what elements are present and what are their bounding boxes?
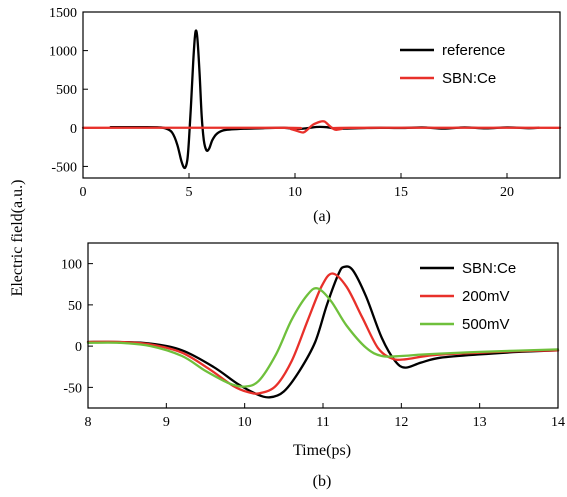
x-tick-label: 20 bbox=[500, 185, 514, 200]
x-tick-label: 9 bbox=[163, 415, 170, 430]
panel-b-ticks: 8 9 10 11 12 13 14 100 50 0 -50 bbox=[61, 258, 565, 430]
y-tick-label: 1000 bbox=[49, 45, 77, 60]
panel-a-frame bbox=[82, 11, 561, 179]
x-tick-label: 8 bbox=[85, 415, 92, 430]
series-line-500mv bbox=[86, 287, 560, 388]
x-tick-label: 10 bbox=[238, 415, 252, 430]
panel-a-legend: reference SBN:Ce bbox=[400, 42, 505, 87]
series-line-sbn-ce bbox=[86, 265, 560, 399]
x-tick-label: 13 bbox=[473, 415, 487, 430]
y-tick-label: -500 bbox=[51, 160, 77, 175]
y-tick-label: 0 bbox=[70, 122, 77, 137]
panel-a-series bbox=[81, 29, 562, 170]
x-tick-label: 0 bbox=[80, 185, 87, 200]
series-line-sbn-ce bbox=[81, 120, 562, 134]
x-tick-label: 15 bbox=[394, 185, 408, 200]
y-tick-label: 100 bbox=[61, 258, 82, 273]
legend-label: reference bbox=[442, 42, 505, 59]
y-tick-label: 0 bbox=[75, 340, 82, 355]
y-tick-label: 1500 bbox=[49, 6, 77, 21]
x-tick-label: 14 bbox=[551, 415, 565, 430]
panel-b-frame bbox=[87, 242, 559, 409]
x-tick-label: 10 bbox=[288, 185, 302, 200]
legend-label: 200mV bbox=[462, 288, 510, 305]
x-tick-label: 11 bbox=[316, 415, 329, 430]
panel-b-caption: (b) bbox=[313, 473, 332, 490]
panel-a-caption: (a) bbox=[313, 208, 331, 225]
panel-b-xlabel: Time(ps) bbox=[293, 442, 351, 459]
x-tick-label: 5 bbox=[186, 185, 193, 200]
panel-b-legend: SBN:Ce 200mV 500mV bbox=[420, 260, 516, 333]
y-axis-label: Electric field(a.u.) bbox=[9, 180, 26, 297]
panel-b: 8 9 10 11 12 13 14 100 50 0 -50 SBN:Ce 200mV 500mV T… bbox=[61, 242, 565, 490]
x-tick-label: 12 bbox=[394, 415, 408, 430]
y-tick-label: 50 bbox=[68, 299, 82, 314]
legend-label: 500mV bbox=[462, 316, 510, 333]
legend-label: SBN:Ce bbox=[442, 70, 496, 87]
y-tick-label: -50 bbox=[63, 381, 82, 396]
y-tick-label: 500 bbox=[56, 83, 77, 98]
panel-b-series bbox=[86, 265, 560, 399]
series-line-200mv bbox=[86, 272, 560, 395]
legend-label: SBN:Ce bbox=[462, 260, 516, 277]
